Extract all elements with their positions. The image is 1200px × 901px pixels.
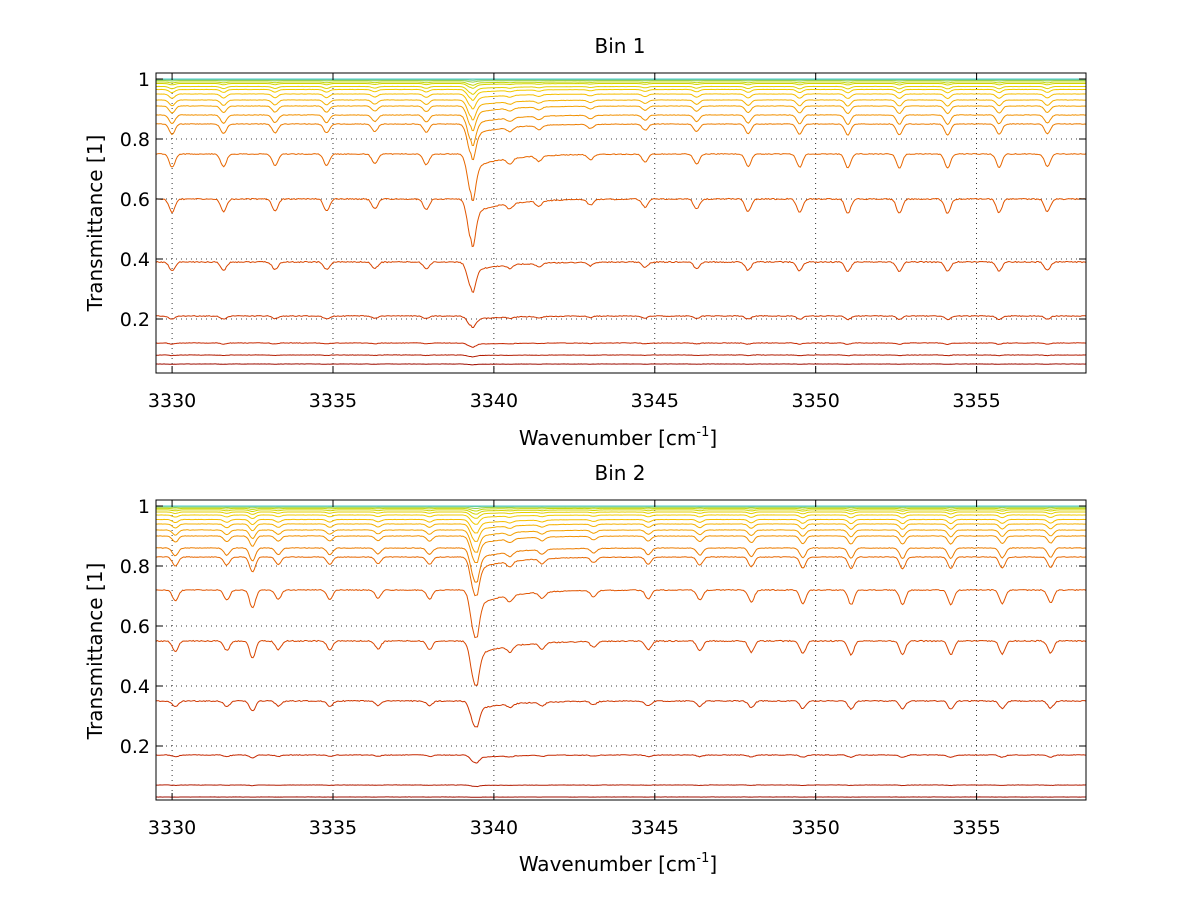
ticks: 3330 3335 3340 3345 3350 3355 0.2 0.4 0.6 0.8 1 — [120, 496, 1086, 839]
series-line — [156, 784, 1087, 788]
series-line — [156, 518, 1087, 534]
y-tick-label: 0.6 — [120, 189, 150, 211]
series-line — [156, 197, 1087, 248]
series-line — [155, 315, 1087, 328]
series-line — [156, 81, 1086, 86]
x-tick-label: 3345 — [631, 390, 679, 412]
chart-panel-bin-1: Bin 1 3330 3335 3340 3345 3350 3355 0.2 0.4 0.6 0… — [83, 34, 1087, 450]
plot-frame — [155, 499, 1087, 801]
series-line — [156, 82, 1086, 89]
x-tick-label: 3345 — [631, 817, 679, 839]
chart-panel-bin-2: Bin 2 3330 3335 3340 3345 3350 3355 0.2 0.4 0.6 0… — [83, 461, 1087, 876]
ticks: 3330 3335 3340 3345 3350 3355 0.2 0.4 0.6 0.8 1 — [120, 69, 1086, 412]
x-tick-label: 3335 — [309, 817, 357, 839]
x-tick-label: 3355 — [952, 817, 1000, 839]
series-line — [156, 507, 1086, 512]
series-line — [155, 699, 1087, 728]
y-axis-label: Transmittance [1] — [83, 563, 107, 741]
grid — [156, 500, 1086, 800]
series-line — [155, 342, 1087, 348]
series-line — [155, 556, 1087, 597]
plot-area — [156, 500, 1086, 800]
series-line — [155, 260, 1087, 293]
series-line — [155, 99, 1086, 121]
y-tick-label: 0.6 — [120, 616, 150, 638]
series-line — [155, 535, 1087, 564]
chart-title: Bin 1 — [594, 34, 645, 58]
series-line — [156, 354, 1087, 358]
series-line — [156, 79, 1086, 83]
series-line — [156, 511, 1086, 519]
chart-title: Bin 2 — [594, 461, 645, 485]
series-line — [155, 547, 1087, 583]
series-line — [155, 114, 1087, 147]
x-tick-label: 3350 — [792, 817, 840, 839]
x-axis-label: Wavenumber [cm-1] — [519, 425, 717, 450]
x-tick-label: 3330 — [148, 390, 196, 412]
x-tick-label: 3330 — [148, 817, 196, 839]
series-line — [155, 523, 1086, 542]
x-tick-label: 3340 — [470, 817, 518, 839]
series-line — [156, 93, 1087, 110]
series-line — [156, 79, 1086, 81]
x-tick-label: 3355 — [952, 390, 1000, 412]
series-line — [156, 514, 1086, 525]
x-tick-label: 3350 — [792, 390, 840, 412]
series-line — [155, 529, 1087, 553]
series-line — [156, 506, 1086, 509]
plot-frame — [155, 72, 1087, 374]
y-tick-label: 0.8 — [120, 129, 150, 151]
series-line — [156, 363, 1087, 366]
series-line — [155, 588, 1087, 639]
y-tick-label: 0.2 — [120, 736, 150, 758]
y-tick-label: 0.4 — [120, 676, 150, 698]
series-line — [156, 85, 1086, 95]
series-line — [155, 105, 1087, 132]
series-line — [155, 123, 1087, 161]
series-line — [155, 639, 1087, 686]
x-axis-label: Wavenumber [cm-1] — [519, 851, 717, 876]
y-tick-label: 1 — [138, 69, 150, 91]
y-tick-label: 0.2 — [120, 309, 150, 331]
y-tick-label: 1 — [138, 496, 150, 518]
series-line — [155, 754, 1087, 764]
y-axis-label: Transmittance [1] — [83, 135, 107, 313]
series-line — [156, 509, 1086, 515]
y-tick-label: 0.4 — [120, 249, 150, 271]
series-line — [156, 88, 1086, 101]
x-tick-label: 3335 — [309, 390, 357, 412]
y-tick-label: 0.8 — [120, 556, 150, 578]
series-line — [155, 153, 1087, 201]
plot-area — [156, 73, 1086, 373]
x-tick-label: 3340 — [470, 390, 518, 412]
